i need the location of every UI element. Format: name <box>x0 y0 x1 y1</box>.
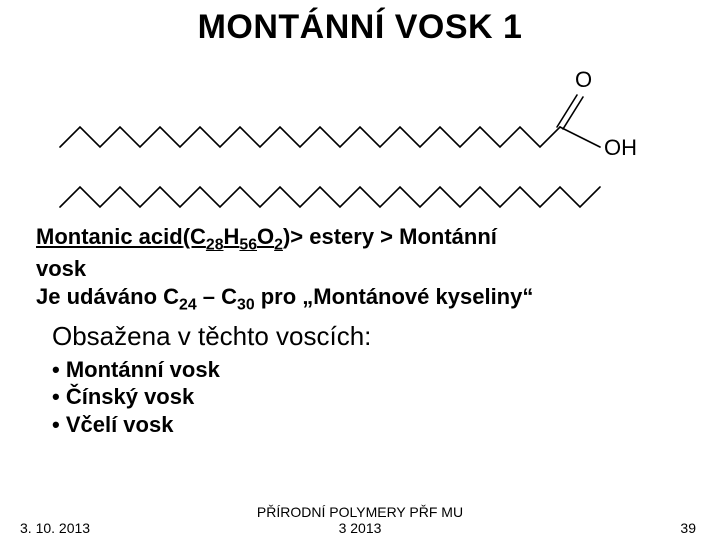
line3b: – C <box>197 284 237 309</box>
bullet-list: • Montánní vosk • Čínský vosk • Včelí vo… <box>52 356 720 439</box>
formula-rest: )> estery > Montánní <box>283 224 497 249</box>
oxygen-label: O <box>575 67 592 92</box>
footer-center: PŘÍRODNÍ POLYMERY PŘF MU 3 2013 <box>0 504 720 536</box>
formula-line: Montanic acid(C28H56O2)> estery > Montán… <box>36 223 692 315</box>
formula-open: (C <box>183 224 206 249</box>
line2: vosk <box>36 256 86 281</box>
line3-sub2: 30 <box>237 296 255 313</box>
formula-sub1: 28 <box>206 236 224 253</box>
chemical-structure: O OH <box>40 57 680 217</box>
footer-center-line1: PŘÍRODNÍ POLYMERY PŘF MU <box>257 504 463 520</box>
formula-o: O <box>257 224 274 249</box>
formula-sub3: 2 <box>274 236 283 253</box>
footer-page-number: 39 <box>680 520 696 536</box>
acid-name: Montanic acid <box>36 224 183 249</box>
formula-h: H <box>224 224 240 249</box>
bullet-1: • Montánní vosk <box>52 356 720 384</box>
hydroxyl-label: OH <box>604 135 637 160</box>
contained-in-heading: Obsažena v těchto voscích: <box>52 321 720 352</box>
line3a: Je udáváno C <box>36 284 179 309</box>
bullet-3: • Včelí vosk <box>52 411 720 439</box>
slide-title: MONTÁNNÍ VOSK 1 <box>0 8 720 47</box>
footer-center-line2: 3 2013 <box>339 520 382 536</box>
line3-sub1: 24 <box>179 296 197 313</box>
bullet-2: • Čínský vosk <box>52 383 720 411</box>
formula-sub2: 56 <box>239 236 257 253</box>
line3c: pro „Montánové kyseliny“ <box>255 284 534 309</box>
